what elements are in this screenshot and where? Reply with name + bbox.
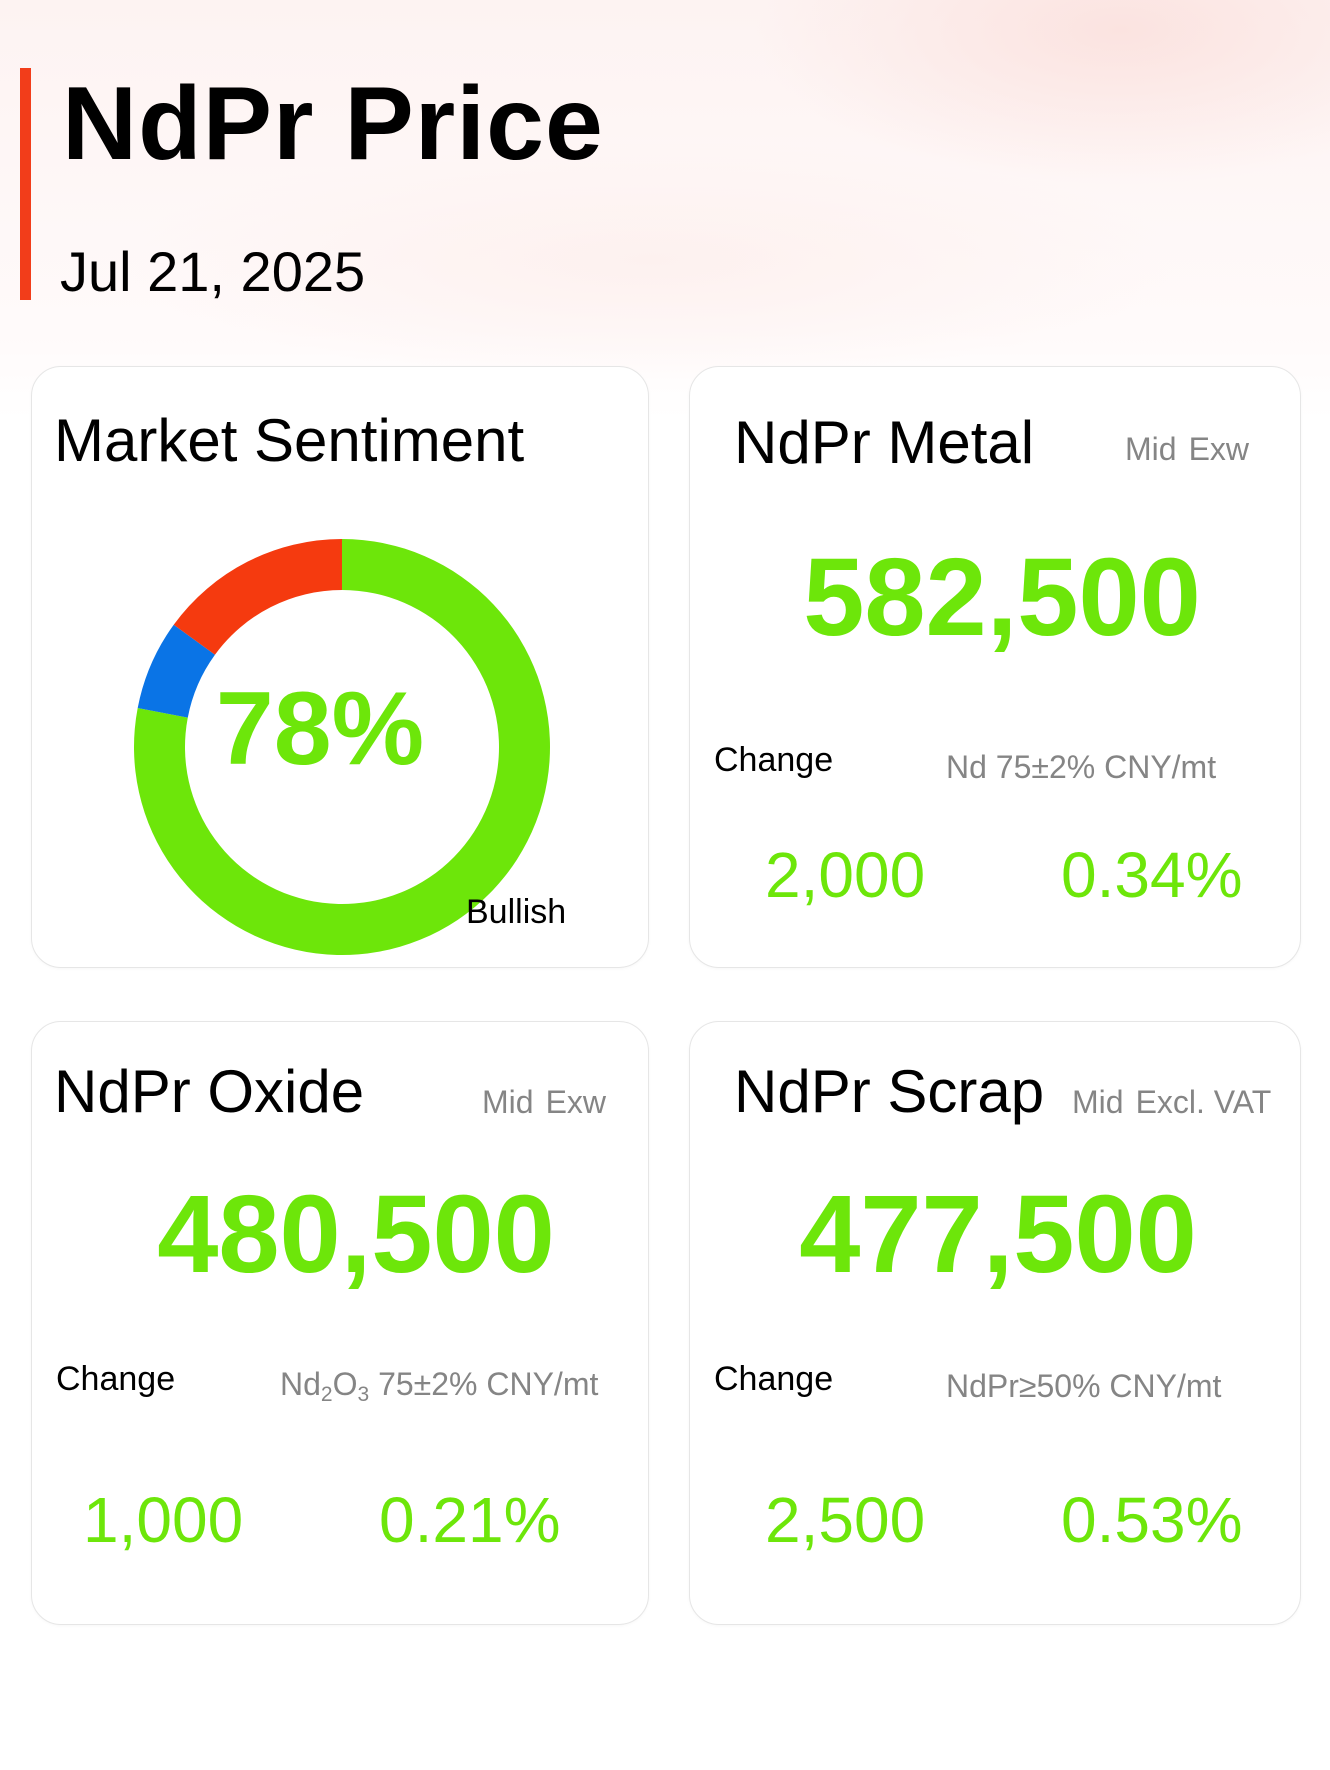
- ndpr-oxide-spec: Nd2O3 75±2% CNY/mt: [280, 1366, 599, 1406]
- change-label: Change: [714, 741, 834, 779]
- title-accent-bar: [20, 68, 31, 300]
- basis-label: Excl. VAT: [1135, 1084, 1272, 1120]
- market-sentiment-title: Market Sentiment: [54, 407, 525, 474]
- sentiment-donut-chart: [133, 539, 550, 955]
- ndpr-metal-meta: Mid Exw: [1125, 433, 1249, 465]
- ndpr-scrap-spec: NdPr≥50% CNY/mt: [946, 1368, 1222, 1404]
- change-percent: 0.21%: [379, 1484, 561, 1556]
- mid-label: Mid: [482, 1084, 534, 1120]
- ndpr-metal-spec: Nd 75±2% CNY/mt: [946, 749, 1217, 785]
- ndpr-scrap-price: 477,500: [799, 1173, 1197, 1296]
- mid-label: Mid: [1072, 1084, 1124, 1120]
- page-title: NdPr Price: [62, 66, 604, 182]
- page-date: Jul 21, 2025: [60, 240, 366, 303]
- basis-label: Exw: [545, 1084, 607, 1120]
- change-amount: 2,500: [765, 1484, 926, 1556]
- bullish-label: Bullish: [466, 893, 567, 931]
- change-amount: 1,000: [83, 1484, 244, 1556]
- ndpr-metal-price: 582,500: [803, 536, 1201, 659]
- ndpr-scrap-card: NdPr Scrap Mid Excl. VAT 477,500 Change N…: [689, 1021, 1301, 1625]
- donut-segment-bearish: [173, 539, 342, 655]
- ndpr-scrap-meta: Mid Excl. VAT: [1072, 1086, 1271, 1118]
- bullish-percentage: 78%: [215, 671, 425, 787]
- ndpr-scrap-title: NdPr Scrap: [734, 1058, 1045, 1125]
- ndpr-oxide-title: NdPr Oxide: [54, 1058, 365, 1125]
- change-percent: 0.53%: [1061, 1484, 1243, 1556]
- change-label: Change: [714, 1360, 834, 1398]
- ndpr-oxide-meta: Mid Exw: [482, 1086, 606, 1118]
- change-label: Change: [56, 1360, 176, 1398]
- basis-label: Exw: [1188, 431, 1250, 467]
- ndpr-oxide-price: 480,500: [157, 1173, 555, 1296]
- donut-segment-neutral: [137, 624, 215, 718]
- mid-label: Mid: [1125, 431, 1177, 467]
- ndpr-metal-title: NdPr Metal: [734, 409, 1035, 476]
- market-sentiment-card: Market Sentiment 78% Bullish: [31, 366, 649, 968]
- change-amount: 2,000: [765, 839, 926, 911]
- change-percent: 0.34%: [1061, 839, 1243, 911]
- ndpr-oxide-card: NdPr Oxide Mid Exw 480,500 Change Nd2O3 7…: [31, 1021, 649, 1625]
- ndpr-metal-card: NdPr Metal Mid Exw 582,500 Change Nd 75±2…: [689, 366, 1301, 968]
